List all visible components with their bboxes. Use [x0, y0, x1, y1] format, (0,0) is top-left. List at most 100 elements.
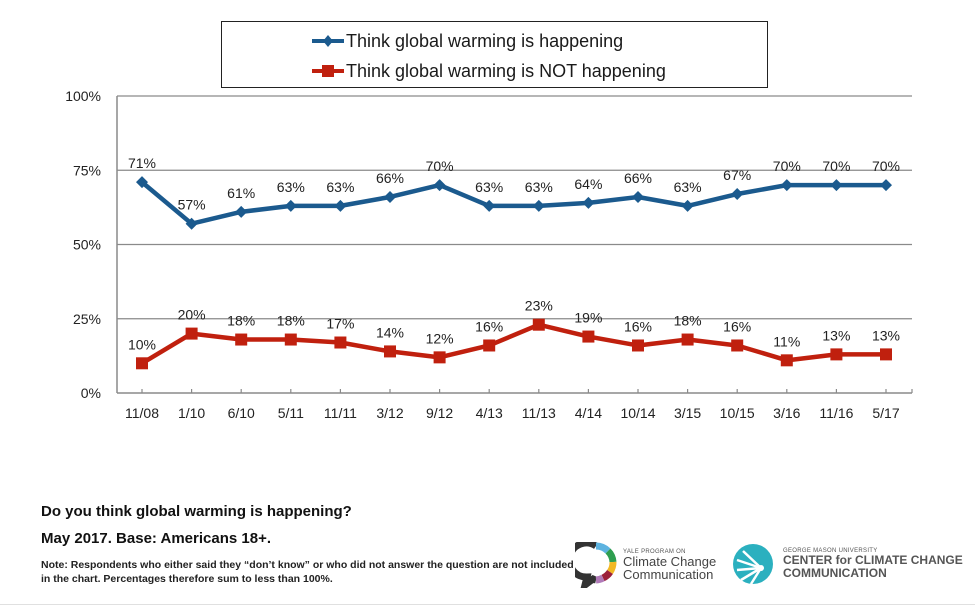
gmu-logo-small: GEORGE MASON UNIVERSITY — [783, 548, 878, 554]
data-point-not-happening — [235, 333, 248, 346]
speech-bubble-logo-icon — [575, 542, 617, 588]
data-point-happening — [384, 190, 396, 203]
gmu-logo-line2: COMMUNICATION — [783, 566, 887, 580]
legend-swatch-diamond-icon — [312, 35, 344, 47]
x-tick-label: 11/13 — [522, 405, 556, 421]
yale-logo-small: YALE PROGRAM ON — [623, 549, 686, 555]
data-point-not-happening — [780, 354, 793, 367]
data-label: 63% — [277, 179, 305, 195]
y-axis-ticks: 0% 25% 50% 75% 100% — [65, 88, 101, 401]
footnote: Note: Respondents who either said they “… — [41, 559, 574, 585]
nautilus-logo-icon — [733, 544, 773, 585]
data-label: 20% — [178, 307, 206, 323]
data-label: 13% — [872, 327, 900, 343]
legend-swatch-square-icon — [312, 65, 344, 77]
data-point-not-happening — [632, 339, 644, 352]
data-label: 70% — [773, 158, 801, 174]
data-label: 63% — [475, 179, 503, 195]
bottom-divider — [0, 604, 975, 605]
gridlines — [117, 95, 912, 320]
x-tick-label: 4/13 — [476, 405, 503, 421]
data-point-not-happening — [334, 336, 347, 349]
series-line-happening — [140, 180, 886, 226]
data-label: 66% — [376, 170, 404, 186]
yale-logo-line1: Climate Change — [623, 554, 717, 569]
data-point-not-happening — [830, 348, 843, 361]
data-point-happening — [532, 199, 545, 212]
x-tick-label: 5/11 — [278, 405, 304, 421]
y-tick-label: 100% — [65, 88, 101, 104]
legend-label: Think global warming is happening — [346, 30, 624, 51]
gmu-logo-line1: CENTER for CLIMATE CHANGE — [783, 553, 963, 567]
data-label: 63% — [525, 179, 553, 195]
data-label: 19% — [574, 310, 602, 326]
data-point-not-happening — [284, 333, 297, 346]
data-label: 18% — [277, 313, 305, 329]
data-point-happening — [880, 179, 892, 192]
data-label: 10% — [128, 336, 156, 352]
legend-item-happening[interactable]: Think global warming is happening — [312, 29, 623, 53]
y-tick-label: 75% — [73, 162, 101, 178]
data-point-happening — [830, 179, 843, 192]
data-point-not-happening — [880, 348, 892, 361]
data-label: 70% — [872, 158, 900, 174]
data-point-happening — [731, 188, 744, 201]
series-markers — [136, 176, 892, 370]
survey-base: May 2017. Base: Americans 18+. — [41, 530, 272, 547]
series-line-not-happening — [140, 322, 886, 366]
data-point-happening — [483, 199, 496, 212]
data-label: 18% — [227, 313, 255, 329]
x-tick-label: 10/15 — [720, 405, 755, 421]
yale-logo-line2: Communication — [623, 567, 714, 582]
survey-question: Do you think global warming is happening… — [41, 503, 352, 520]
data-point-not-happening — [384, 345, 396, 358]
data-label: 67% — [723, 167, 751, 183]
data-label: 11% — [773, 333, 800, 349]
yale-logo: YALE PROGRAM ON Climate Change Communica… — [575, 542, 716, 588]
data-label: 23% — [525, 298, 553, 314]
series-lines — [140, 180, 886, 366]
data-label: 61% — [227, 185, 255, 201]
legend-label: Think global warming is NOT happening — [346, 60, 666, 81]
data-point-not-happening — [136, 357, 148, 370]
data-label: 12% — [426, 330, 454, 346]
data-point-not-happening — [483, 339, 496, 352]
x-tick-label: 3/16 — [773, 405, 800, 421]
data-point-happening — [185, 217, 198, 230]
data-point-not-happening — [681, 333, 694, 346]
data-label: 16% — [475, 318, 503, 334]
data-label: 63% — [326, 179, 354, 195]
data-label: 13% — [822, 327, 850, 343]
x-tick-label: 6/10 — [228, 405, 255, 421]
legend: Think global warming is happening Think … — [221, 21, 768, 88]
data-point-happening — [235, 205, 248, 218]
x-tick-label: 4/14 — [575, 405, 602, 421]
x-tick-label: 1/10 — [178, 405, 205, 421]
data-point-not-happening — [185, 327, 198, 340]
x-tick-label: 3/15 — [674, 405, 701, 421]
data-point-happening — [582, 196, 595, 209]
data-label: 64% — [574, 176, 602, 192]
data-point-happening — [681, 199, 694, 212]
data-point-happening — [433, 179, 446, 192]
axes — [116, 96, 913, 394]
data-labels: 71% 57% 61% 63% 63% 66% 70% 63% 63% 64% 66% 63% 67% 7… — [128, 155, 900, 352]
gmu-logo: GEORGE MASON UNIVERSITY CENTER for CLIMA… — [731, 542, 963, 586]
data-point-happening — [284, 199, 297, 212]
y-tick-label: 25% — [73, 311, 101, 327]
x-tick-label: 9/12 — [426, 405, 453, 421]
data-label: 18% — [674, 313, 702, 329]
data-point-not-happening — [532, 318, 545, 331]
data-point-not-happening — [731, 339, 744, 352]
data-label: 70% — [426, 158, 454, 174]
data-point-happening — [334, 199, 347, 212]
data-label: 16% — [723, 318, 751, 334]
data-label: 57% — [178, 197, 206, 213]
data-label: 16% — [624, 318, 652, 334]
legend-item-not-happening[interactable]: Think global warming is NOT happening — [312, 59, 666, 83]
x-tick-label: 3/12 — [376, 405, 403, 421]
line-chart: 0% 25% 50% 75% 100% 11/08 1/10 6/10 5/11 11/11 3/… — [65, 88, 913, 421]
data-point-not-happening — [582, 330, 595, 343]
data-label: 71% — [128, 155, 156, 171]
data-label: 70% — [822, 158, 850, 174]
